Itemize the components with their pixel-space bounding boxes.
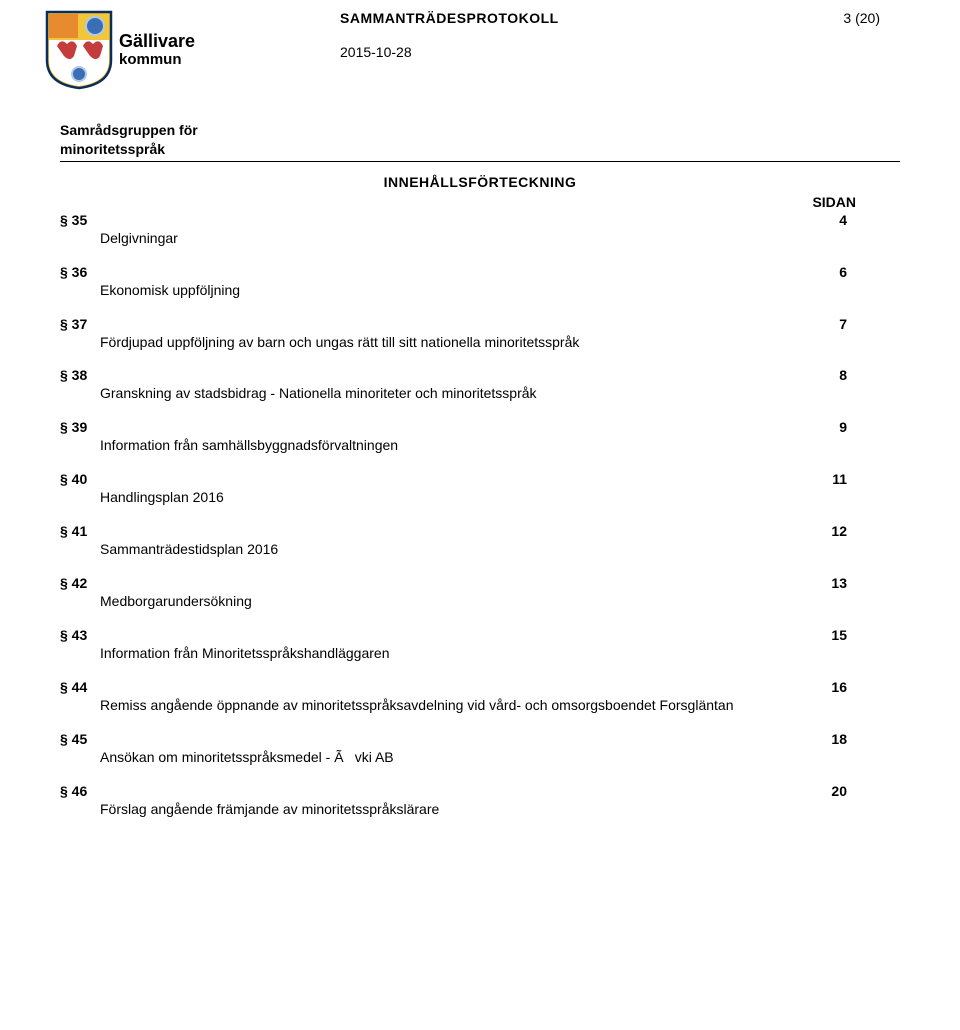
toc-page-ref: 12 [831,523,847,539]
toc-desc: Handlingsplan 2016 [100,488,820,507]
toc-col-header: SIDAN [812,194,856,210]
toc-item: § 44 16 Remiss angående öppnande av mino… [60,679,900,715]
toc-para-num: § 40 [60,471,87,487]
municipality-crest-icon [45,10,113,90]
header-center: SAMMANTRÄDESPROTOKOLL 2015-10-28 [340,10,559,60]
toc-page-ref: 9 [839,419,847,435]
toc-desc: Information från Minoritetsspråkshandläg… [100,644,820,663]
group-name: Samrådsgruppen för minoritetsspråk [60,121,900,159]
toc-desc: Ekonomisk uppföljning [100,281,820,300]
logo-text-line1: Gällivare [119,32,195,52]
group-line2: minoritetsspråk [60,140,900,159]
divider [60,161,900,162]
toc-item: § 45 18 Ansökan om minoritetsspråksmedel… [60,731,900,767]
toc-page-ref: 18 [831,731,847,747]
toc-item: § 38 8 Granskning av stadsbidrag - Natio… [60,367,900,403]
logo-block: Gällivare kommun [45,10,195,90]
toc-page-ref: 16 [831,679,847,695]
toc-para-num: § 37 [60,316,87,332]
toc-page-ref: 7 [839,316,847,332]
toc-para-num: § 44 [60,679,87,695]
toc-para-num: § 35 [60,212,87,228]
logo-text: Gällivare kommun [119,32,195,68]
toc-page-ref: 6 [839,264,847,280]
toc-page-ref: 8 [839,367,847,383]
toc-desc: Fördjupad uppföljning av barn och ungas … [100,333,820,352]
toc-item: § 41 12 Sammanträdestidsplan 2016 [60,523,900,559]
toc-desc: Granskning av stadsbidrag - Nationella m… [100,384,820,403]
toc-item: § 35 4 Delgivningar [60,212,900,248]
toc-col-header-row: SIDAN [60,192,900,210]
toc-list: § 35 4 Delgivningar § 36 6 Ekonomisk upp… [60,212,900,819]
header: Gällivare kommun SAMMANTRÄDESPROTOKOLL 2… [60,10,900,115]
toc-para-num: § 43 [60,627,87,643]
toc-para-num: § 38 [60,367,87,383]
page-number: 3 (20) [843,10,880,26]
group-line1: Samrådsgruppen för [60,121,900,140]
toc-item: § 36 6 Ekonomisk uppföljning [60,264,900,300]
toc-title: INNEHÅLLSFÖRTECKNING [60,174,900,190]
toc-para-num: § 39 [60,419,87,435]
toc-para-num: § 41 [60,523,87,539]
toc-item: § 43 15 Information från Minoritetsspråk… [60,627,900,663]
toc-para-num: § 45 [60,731,87,747]
toc-desc: Delgivningar [100,229,820,248]
toc-desc: Sammanträdestidsplan 2016 [100,540,820,559]
toc-item: § 46 20 Förslag angående främjande av mi… [60,783,900,819]
toc-item: § 37 7 Fördjupad uppföljning av barn och… [60,316,900,352]
toc-page-ref: 15 [831,627,847,643]
toc-desc: Information från samhällsbyggnadsförvalt… [100,436,820,455]
toc-para-num: § 36 [60,264,87,280]
toc-desc: Ansökan om minoritetsspråksmedel - Ãvki… [100,748,820,767]
document-date: 2015-10-28 [340,44,559,60]
toc-desc: Förslag angående främjande av minoritets… [100,800,820,819]
logo-text-line2: kommun [119,52,195,69]
toc-para-num: § 42 [60,575,87,591]
toc-desc: Medborgarundersökning [100,592,820,611]
toc-page-ref: 11 [832,471,847,487]
toc-para-num: § 46 [60,783,87,799]
toc-page-ref: 13 [831,575,847,591]
toc-item: § 39 9 Information från samhällsbyggnads… [60,419,900,455]
toc-item: § 40 11 Handlingsplan 2016 [60,471,900,507]
toc-page-ref: 4 [839,212,847,228]
document-title: SAMMANTRÄDESPROTOKOLL [340,10,559,26]
toc-desc: Remiss angående öppnande av minoritetssp… [100,696,820,715]
toc-item: § 42 13 Medborgarundersökning [60,575,900,611]
toc-page-ref: 20 [831,783,847,799]
